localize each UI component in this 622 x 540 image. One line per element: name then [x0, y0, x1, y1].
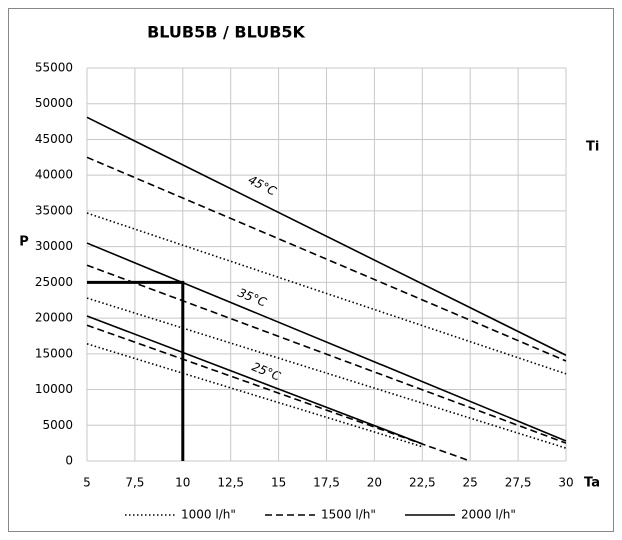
- y-tick-label: 25000: [35, 275, 73, 289]
- y-tick-label: 45000: [35, 132, 73, 146]
- x-tick-label: 7,5: [125, 476, 144, 490]
- legend-label: 2000 l/h": [461, 508, 516, 522]
- x-tick-label: 15: [271, 476, 286, 490]
- series-line: [86, 343, 423, 448]
- series-line: [86, 242, 567, 442]
- x-tick-label: 10: [175, 476, 190, 490]
- y-tick-label: 40000: [35, 168, 73, 182]
- y-tick-label: 5000: [42, 418, 73, 432]
- series-line: [86, 212, 567, 375]
- ti-label: Ti: [586, 140, 599, 155]
- series-line: [86, 315, 423, 445]
- highlight-line: [87, 280, 185, 461]
- x-tick-label: 25: [463, 476, 478, 490]
- legend-label: 1000 l/h": [181, 508, 236, 522]
- y-tick-label: 20000: [35, 311, 73, 325]
- x-axis-label: Ta: [584, 476, 600, 491]
- y-tick-label: 0: [65, 454, 73, 468]
- y-axis-label: P: [19, 235, 29, 250]
- x-tick-label: 30: [558, 476, 573, 490]
- x-tick-label: 22,5: [409, 476, 436, 490]
- chart-frame: [8, 8, 614, 532]
- x-tick-label: 12,5: [217, 476, 244, 490]
- y-tick-label: 10000: [35, 382, 73, 396]
- x-tick-label: 20: [367, 476, 382, 490]
- x-tick-label: 5: [83, 476, 91, 490]
- series-line: [86, 324, 471, 462]
- y-tick-label: 30000: [35, 239, 73, 253]
- y-tick-label: 15000: [35, 346, 73, 360]
- y-tick-label: 55000: [35, 61, 73, 75]
- series-line: [86, 156, 567, 362]
- x-tick-label: 27,5: [505, 476, 532, 490]
- x-tick-label: 17,5: [313, 476, 340, 490]
- series-line: [86, 264, 567, 444]
- chart-title: BLUB5B / BLUB5K: [147, 23, 305, 42]
- legend-label: 1500 l/h": [321, 508, 376, 522]
- y-tick-label: 35000: [35, 203, 73, 217]
- y-tick-label: 50000: [35, 96, 73, 110]
- series-line: [86, 116, 567, 356]
